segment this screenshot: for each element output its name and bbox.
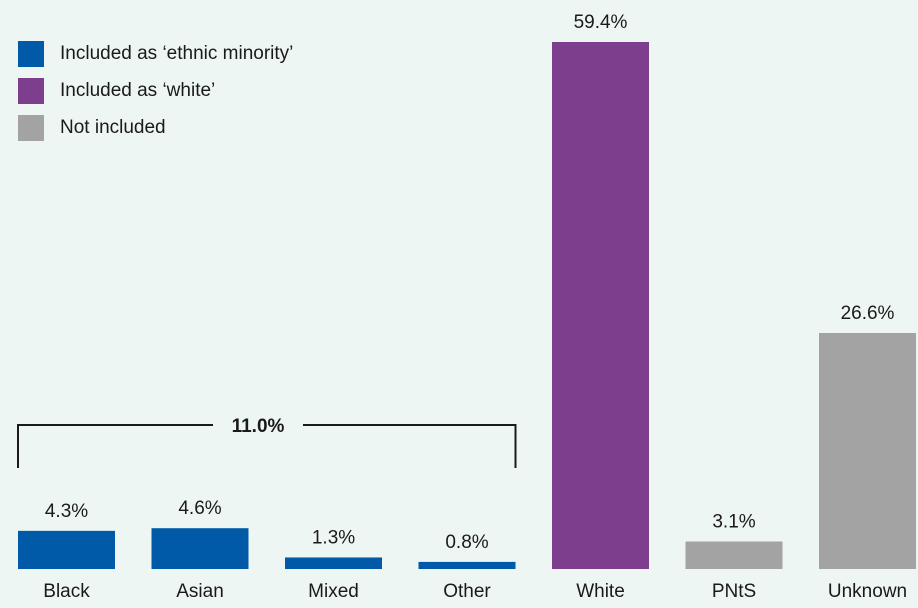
bar-asian <box>151 528 249 569</box>
bracket-label: 11.0% <box>232 416 285 437</box>
legend-label-white: Included as ‘white’ <box>60 80 216 101</box>
bar-other <box>418 561 516 569</box>
value-label-pnts: 3.1% <box>712 511 755 532</box>
legend-swatch-white <box>18 78 44 104</box>
value-label-unknown: 26.6% <box>841 303 895 324</box>
bar-unknown <box>819 333 916 569</box>
category-label-white: White <box>576 581 625 602</box>
bar-mixed <box>285 557 382 569</box>
bracket-right <box>303 424 517 468</box>
bar-white <box>552 42 649 569</box>
legend: Included as ‘ethnic minority’ Included a… <box>18 41 294 153</box>
value-label-asian: 4.6% <box>178 498 221 519</box>
legend-item-not-included: Not included <box>18 115 293 141</box>
value-label-mixed: 1.3% <box>312 527 355 548</box>
value-label-other: 0.8% <box>445 532 488 553</box>
category-label-unknown: Unknown <box>828 581 907 602</box>
category-label-other: Other <box>443 581 491 602</box>
value-label-black: 4.3% <box>45 501 88 522</box>
legend-item-white: Included as ‘white’ <box>18 78 293 104</box>
legend-swatch-ethnic-minority <box>18 41 44 67</box>
legend-label-not-included: Not included <box>60 117 166 138</box>
category-label-black: Black <box>43 581 90 602</box>
bracket-left <box>17 424 213 468</box>
category-label-pnts: PNtS <box>712 581 756 602</box>
legend-swatch-not-included <box>18 115 44 141</box>
legend-item-ethnic-minority: Included as ‘ethnic minority’ <box>18 41 294 67</box>
value-label-white: 59.4% <box>574 12 628 33</box>
bar-pnts <box>685 541 783 569</box>
legend-label-ethnic-minority: Included as ‘ethnic minority’ <box>60 43 294 64</box>
category-label-mixed: Mixed <box>308 581 359 602</box>
bar-black <box>18 530 115 569</box>
category-label-asian: Asian <box>176 581 224 602</box>
